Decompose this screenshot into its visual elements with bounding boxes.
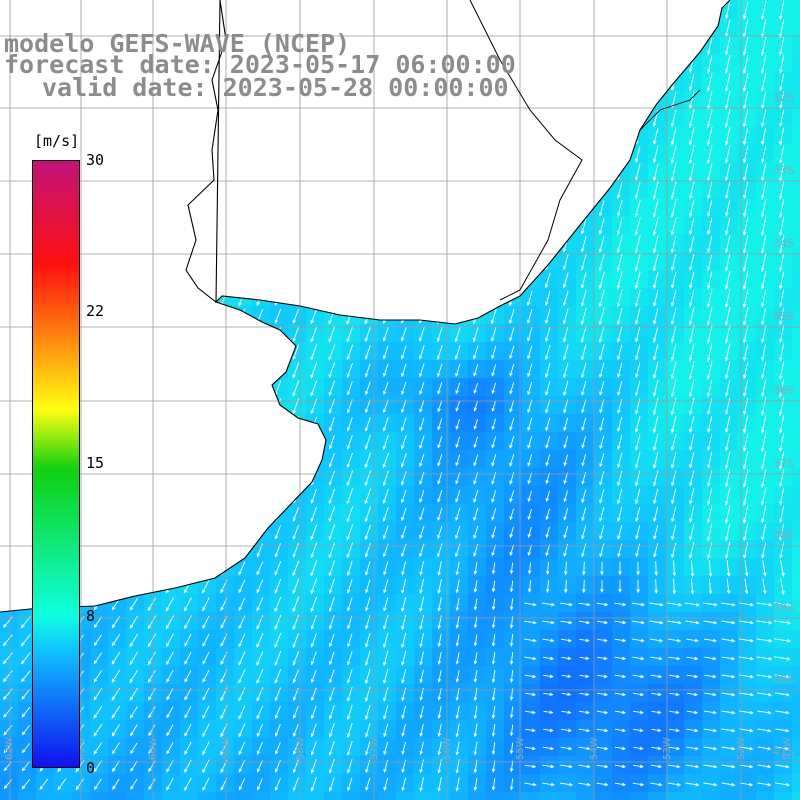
lat-label: 35S	[773, 310, 794, 323]
lat-label: 32S	[773, 91, 794, 104]
colorbar-tick-0: 0	[86, 759, 96, 777]
lon-label: 55W	[515, 737, 526, 760]
colorbar-tick-8: 8	[86, 607, 96, 625]
lon-label: 59W	[221, 737, 232, 760]
lat-label: 33S	[773, 164, 794, 177]
coastline	[0, 0, 731, 613]
lon-label: 51W	[782, 737, 793, 760]
model-title: modelo GEFS-WAVE (NCEP)	[4, 29, 351, 58]
lat-label: 34S	[773, 237, 794, 250]
colorbar-tick-30: 30	[86, 151, 105, 169]
lat-label: 41S	[773, 745, 794, 758]
lon-label: 56W	[442, 737, 453, 760]
lon-label: 57W	[369, 737, 380, 760]
lon-label: 54W	[589, 737, 600, 760]
lon-label: 62W	[4, 737, 15, 760]
colorbar-tick-15: 15	[86, 454, 105, 472]
lagoon-line	[639, 89, 701, 131]
colorbar-tick-22: 22	[86, 302, 105, 320]
lon-label: 61W	[76, 737, 87, 760]
lon-label: 52W	[736, 737, 747, 760]
lat-label: 38S	[773, 529, 794, 542]
lat-label: 39S	[773, 601, 794, 614]
valid-date: valid date: 2023-05-28 00:00:00	[42, 73, 509, 102]
border-line	[469, 0, 583, 301]
lat-label: 40S	[773, 673, 794, 686]
lat-label: 36S	[773, 384, 794, 397]
colorbar	[32, 160, 80, 768]
lon-label: 60W	[148, 737, 159, 760]
lat-label: 37S	[773, 457, 794, 470]
colorbar-unit-label: [m/s]	[34, 132, 80, 150]
forecast-date: forecast date: 2023-05-17 06:00:00	[4, 50, 516, 79]
lon-label: 53W	[662, 737, 673, 760]
lon-label: 58W	[295, 737, 306, 760]
